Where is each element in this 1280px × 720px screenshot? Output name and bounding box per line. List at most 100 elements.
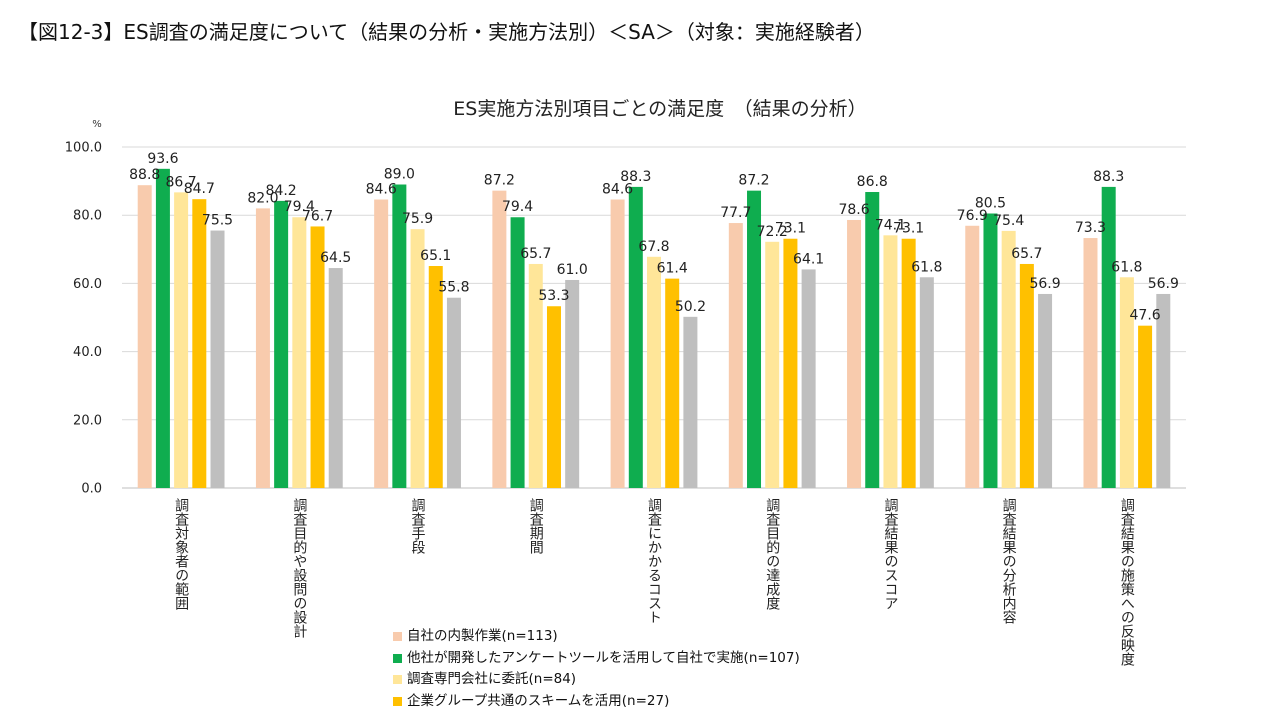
- legend-label: 調査専門会社に委託(n=84): [407, 671, 577, 687]
- bar: [155, 168, 170, 488]
- legend-label: 企業グループ共通のスキームを活用(n=27): [407, 692, 670, 709]
- data-label: 82.0: [247, 190, 278, 206]
- data-label: 61.4: [657, 261, 688, 277]
- data-label: 67.8: [638, 239, 669, 255]
- data-label: 47.6: [1130, 308, 1161, 324]
- chart-legend: 自社の内製作業(n=113) 他社が開発したアンケートツールを活用して自社で実施(…: [393, 626, 800, 712]
- bar: [965, 225, 980, 488]
- data-label: 76.9: [957, 208, 988, 224]
- bar: [310, 226, 325, 488]
- data-label: 50.2: [675, 299, 706, 315]
- legend-swatch: [393, 696, 402, 706]
- bar: [510, 217, 525, 488]
- data-label: 64.1: [793, 251, 824, 267]
- bar: [783, 238, 798, 488]
- bar: [565, 279, 580, 488]
- data-label: 84.6: [602, 182, 633, 198]
- x-tick-label: 調査目的や設問の設計: [291, 498, 307, 638]
- figure-title: 【図12-3】ES調査の満足度について（結果の分析・実施方法別）＜SA＞（対象：…: [18, 20, 875, 44]
- bar: [765, 241, 780, 488]
- bar: [174, 192, 189, 488]
- data-label: 55.8: [438, 280, 469, 296]
- y-tick-label: 60.0: [73, 277, 102, 292]
- bar: [492, 190, 507, 488]
- data-label: 61.8: [1111, 259, 1142, 275]
- data-label: 93.6: [147, 151, 178, 167]
- x-tick-label: 調査結果の分析内容: [1001, 498, 1017, 624]
- data-label: 78.6: [838, 202, 869, 218]
- data-label: 73.1: [893, 221, 924, 237]
- legend-item: 自社の内製作業(n=113): [393, 626, 800, 648]
- bar: [610, 199, 625, 488]
- data-label: 87.2: [484, 173, 515, 189]
- bar: [1001, 230, 1016, 489]
- bar: [665, 278, 680, 488]
- data-label: 86.7: [166, 174, 197, 190]
- bar: [647, 256, 661, 488]
- data-label: 65.7: [520, 246, 551, 262]
- legend-swatch: [393, 675, 402, 685]
- data-label: 56.9: [1029, 276, 1060, 292]
- data-label: 61.0: [557, 262, 588, 278]
- legend-item: 企業グループ共通のスキームを活用(n=27): [393, 691, 800, 713]
- legend-item: 他社が開発したアンケートツールを活用して自社で実施(n=107): [393, 648, 800, 670]
- bar: [683, 316, 698, 488]
- data-label: 76.7: [302, 208, 333, 224]
- bar: [728, 223, 743, 488]
- x-tick-label: 調査手段: [410, 498, 426, 554]
- bar: [1119, 277, 1134, 488]
- data-label: 65.1: [420, 248, 451, 264]
- legend-label: 他社が開発したアンケートツールを活用して自社で実施(n=107): [407, 649, 800, 666]
- data-label: 72.2: [757, 224, 788, 240]
- data-label: 75.9: [402, 211, 433, 227]
- data-label: 53.3: [538, 288, 569, 304]
- data-label: 89.0: [384, 167, 415, 183]
- y-tick-label: 100.0: [65, 141, 102, 156]
- bar: [137, 185, 152, 488]
- data-label: 73.3: [1075, 220, 1106, 236]
- bar: [983, 213, 998, 488]
- x-tick-label: 調査にかかるコスト: [646, 498, 662, 624]
- bar: [628, 186, 643, 488]
- data-label: 86.8: [857, 174, 888, 190]
- x-tick-label: 調査期間: [528, 498, 544, 555]
- y-tick-label: 80.0: [73, 209, 102, 224]
- data-label: 88.3: [1093, 169, 1124, 185]
- data-label: 84.6: [366, 182, 397, 198]
- data-label: 88.3: [620, 169, 651, 185]
- bar: [374, 199, 389, 488]
- bar: [255, 208, 270, 488]
- data-label: 77.7: [720, 205, 751, 221]
- data-label: 84.7: [184, 181, 215, 197]
- bar: [410, 229, 425, 488]
- bar: [901, 238, 916, 488]
- data-label: 65.7: [1011, 246, 1042, 262]
- data-label: 79.4: [502, 199, 533, 215]
- x-tick-label: 調査結果のスコア: [882, 498, 898, 610]
- data-label: 87.2: [738, 173, 769, 189]
- bar: [1101, 186, 1116, 488]
- y-axis-unit: %: [92, 119, 102, 130]
- data-label: 75.4: [993, 213, 1024, 229]
- data-label: 56.9: [1148, 276, 1179, 292]
- bar: [1038, 293, 1053, 488]
- y-tick-label: 40.0: [73, 345, 102, 360]
- chart-title: ES実施方法別項目ごとの満足度 （結果の分析）: [453, 98, 866, 120]
- legend-swatch: [393, 653, 402, 663]
- x-tick-label: 調査結果の施策への反映度: [1119, 498, 1135, 666]
- bar: [446, 297, 461, 488]
- data-label: 88.8: [129, 167, 160, 183]
- data-label: 74.1: [875, 217, 906, 233]
- y-tick-label: 20.0: [73, 413, 102, 428]
- bar: [847, 219, 862, 488]
- bar: [392, 184, 407, 488]
- data-label: 84.2: [266, 183, 297, 199]
- data-label: 61.8: [911, 259, 942, 275]
- bar: [747, 190, 762, 488]
- x-tick-label: 調査対象者の範囲: [173, 498, 189, 610]
- bar: [428, 266, 443, 488]
- bar: [801, 269, 816, 488]
- legend-label: 自社の内製作業(n=113): [407, 628, 558, 644]
- bar: [192, 199, 207, 488]
